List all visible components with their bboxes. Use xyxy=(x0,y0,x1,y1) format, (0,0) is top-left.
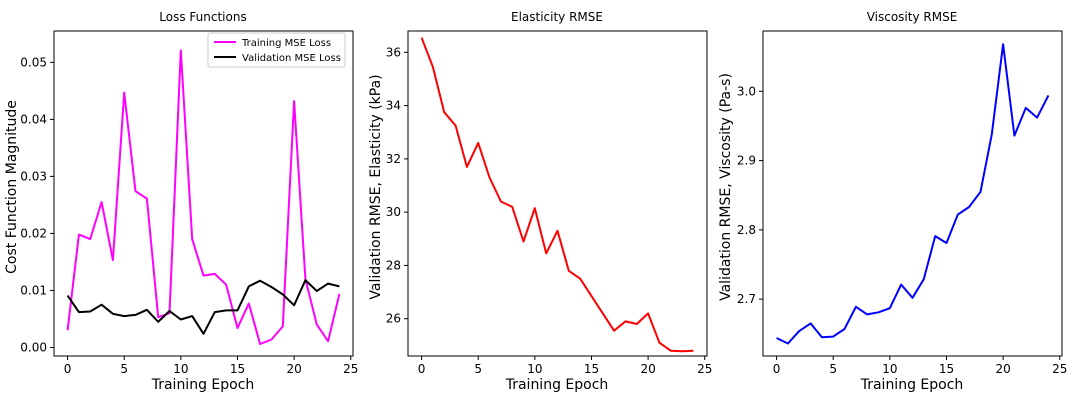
panel-loss-functions: Loss Functions 0 5 10 15 20 25 0.00 0.01 0.02 0.0… xyxy=(4,10,358,393)
chart-title: Viscosity RMSE xyxy=(867,10,958,24)
y-tick-label: 2.8 xyxy=(737,223,756,237)
y-tick-label: 30 xyxy=(386,205,401,219)
y-tick-label: 34 xyxy=(386,99,401,113)
plot-frame xyxy=(762,30,1063,357)
plot-frame xyxy=(53,30,354,357)
y-axis-label: Validation RMSE, Elasticity (kPa) xyxy=(368,74,384,299)
x-tick-label: 15 xyxy=(230,362,245,376)
series-line-1 xyxy=(776,43,1050,345)
plot-area: 0 5 10 15 20 25 0.00 0.01 0.02 0.03 0.04 0.05 xyxy=(20,30,358,376)
plot-area: 0 5 10 15 20 25 2.7 2.8 2.9 3.0 xyxy=(737,30,1067,376)
x-tick-label: 5 xyxy=(829,362,837,376)
panel-elasticity-rmse: Elasticity RMSE 0 5 10 15 20 25 26 28 30 32 34 36 T… xyxy=(368,10,712,393)
series-line-1 xyxy=(420,37,694,353)
x-tick-label: 15 xyxy=(939,362,954,376)
series-line-validation-mse-loss xyxy=(66,279,340,335)
x-axis-label: Training Epoch xyxy=(860,377,964,393)
panel-viscosity-rmse: Viscosity RMSE 0 5 10 15 20 25 2.7 2.8 2.9 3.0 Tr… xyxy=(718,10,1067,393)
chart-title: Elasticity RMSE xyxy=(511,10,603,24)
x-tick-label: 0 xyxy=(773,362,781,376)
y-tick-label: 2.7 xyxy=(737,292,756,306)
x-tick-label: 10 xyxy=(527,362,542,376)
y-tick-label: 0.04 xyxy=(20,112,47,126)
y-tick-label: 0.02 xyxy=(20,226,47,240)
y-tick-label: 36 xyxy=(386,45,401,59)
legend: Training MSE Loss Validation MSE Loss xyxy=(207,32,346,68)
x-tick-label: 10 xyxy=(882,362,897,376)
plot-area: 0 5 10 15 20 25 26 28 30 32 34 36 xyxy=(386,30,712,376)
x-tick-label: 20 xyxy=(640,362,655,376)
x-tick-label: 20 xyxy=(286,362,301,376)
x-tick-label: 5 xyxy=(120,362,128,376)
x-tick-label: 0 xyxy=(418,362,426,376)
y-axis-label: Validation RMSE, Viscosity (Pa-s) xyxy=(718,73,734,301)
x-tick-label: 20 xyxy=(995,362,1010,376)
plot-frame xyxy=(407,30,708,357)
x-tick-label: 15 xyxy=(584,362,599,376)
x-tick-label: 0 xyxy=(64,362,72,376)
x-tick-label: 5 xyxy=(474,362,482,376)
x-tick-label: 25 xyxy=(697,362,712,376)
y-tick-label: 0.03 xyxy=(20,169,47,183)
x-axis-label: Training Epoch xyxy=(505,377,609,393)
y-tick-label: 0.05 xyxy=(20,55,47,69)
x-tick-label: 25 xyxy=(343,362,358,376)
series-line-training-mse-loss xyxy=(66,49,341,345)
chart-title: Loss Functions xyxy=(159,10,246,24)
y-tick-label: 3.0 xyxy=(737,84,756,98)
x-tick-label: 25 xyxy=(1052,362,1067,376)
x-tick-label: 10 xyxy=(173,362,188,376)
y-tick-label: 0.00 xyxy=(20,340,47,354)
legend-label-training: Training MSE Loss xyxy=(241,38,331,49)
y-tick-label: 32 xyxy=(386,152,401,166)
y-axis-label: Cost Function Magnitude xyxy=(4,100,20,274)
y-tick-label: 26 xyxy=(386,312,401,326)
y-tick-label: 0.01 xyxy=(20,283,47,297)
y-tick-label: 28 xyxy=(386,258,401,272)
legend-box xyxy=(207,32,346,68)
x-axis-label: Training Epoch xyxy=(151,377,255,393)
legend-label-validation: Validation MSE Loss xyxy=(242,53,341,64)
y-tick-label: 2.9 xyxy=(737,154,756,168)
